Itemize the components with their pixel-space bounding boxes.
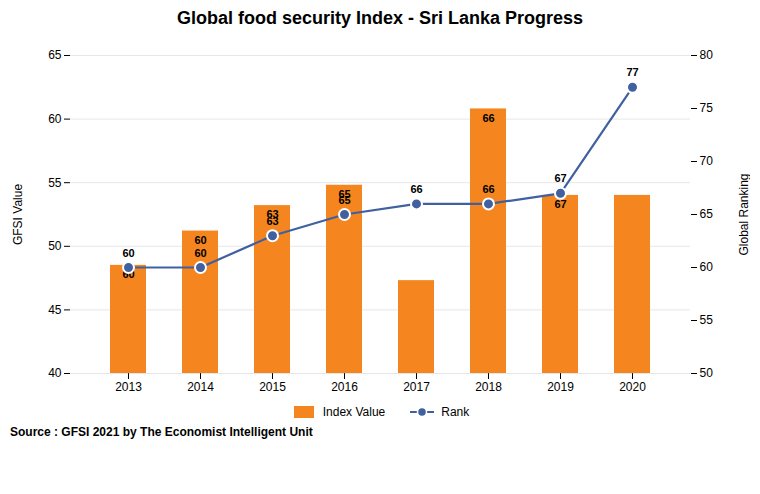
html-text:Rank: Rank <box>441 405 470 419</box>
svg-text:70: 70 <box>700 154 714 168</box>
svg-text:60: 60 <box>48 112 62 126</box>
svg-text:66: 66 <box>482 112 494 124</box>
svg-text:75: 75 <box>700 101 714 115</box>
html-text:Global food security Index - S: Global food security Index - Sri Lanka P… <box>176 8 583 28</box>
svg-text:60: 60 <box>194 234 206 246</box>
svg-text:60: 60 <box>122 268 135 281</box>
svg-text:55: 55 <box>48 176 62 190</box>
svg-text:2020: 2020 <box>619 380 646 394</box>
svg-text:2013: 2013 <box>115 380 142 394</box>
svg-text:2016: 2016 <box>331 380 358 394</box>
svg-text:60: 60 <box>700 260 714 274</box>
html-text:Source : GFSI 2021 by The Econ: Source : GFSI 2021 by The Economist Inte… <box>10 425 313 439</box>
svg-text:67: 67 <box>554 172 566 184</box>
svg-text:63: 63 <box>266 215 278 227</box>
svg-text:66: 66 <box>410 183 422 195</box>
svg-text:80: 80 <box>700 48 714 62</box>
html-text:Index Value: Index Value <box>322 405 386 419</box>
svg-text:40: 40 <box>48 366 62 380</box>
svg-text:60: 60 <box>122 247 134 259</box>
svg-text:2018: 2018 <box>475 380 502 394</box>
svg-text:77: 77 <box>626 66 638 78</box>
svg-text:2019: 2019 <box>547 380 574 394</box>
svg-text:Global Ranking: Global Ranking <box>737 173 751 255</box>
svg-text:2017: 2017 <box>403 380 430 394</box>
svg-text:65: 65 <box>48 48 62 62</box>
svg-text:GFSI Value: GFSI Value <box>11 184 25 245</box>
svg-text:67: 67 <box>554 198 566 210</box>
svg-text:2015: 2015 <box>259 380 286 394</box>
svg-text:2014: 2014 <box>187 380 214 394</box>
svg-text:50: 50 <box>48 239 62 253</box>
svg-text:50: 50 <box>700 366 714 380</box>
svg-text:45: 45 <box>48 303 62 317</box>
svg-text:65: 65 <box>700 207 714 221</box>
svg-text:55: 55 <box>700 313 714 327</box>
svg-text:65: 65 <box>338 194 350 206</box>
svg-text:66: 66 <box>482 183 494 195</box>
svg-text:60: 60 <box>194 247 206 259</box>
